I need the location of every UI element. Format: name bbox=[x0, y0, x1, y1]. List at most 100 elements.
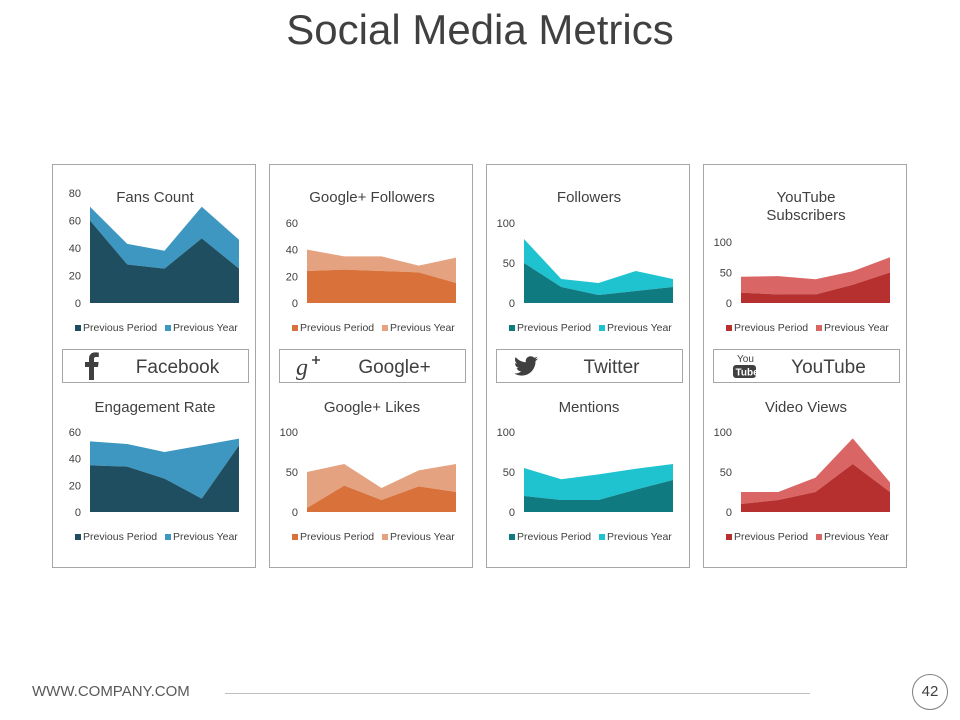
y-tick-label: 80 bbox=[69, 188, 81, 200]
svg-text:g: g bbox=[296, 355, 308, 381]
legend-label: Previous Year bbox=[607, 322, 672, 334]
googleplus-card: Google+ Followers 0 20 40 60 Previous Period P… bbox=[269, 164, 473, 568]
youtube-top-chart: YouTube Subscribers 0 50 100 Previous Period P… bbox=[714, 189, 890, 334]
youtube-bottom-chart: Video Views 0 50 100 Previous Period Previous… bbox=[714, 399, 890, 543]
y-tick-label: 20 bbox=[69, 480, 81, 492]
y-tick-label: 100 bbox=[714, 427, 732, 439]
chart-title: Followers bbox=[557, 189, 621, 206]
area-series-previous-period bbox=[524, 263, 673, 303]
twitter-label: Twitter bbox=[583, 357, 640, 378]
y-tick-label: 100 bbox=[280, 427, 298, 439]
legend-swatch bbox=[382, 325, 388, 331]
legend-swatch bbox=[599, 325, 605, 331]
y-tick-label: 0 bbox=[292, 507, 298, 519]
googleplus-label-box: g Google+ bbox=[279, 349, 466, 383]
legend-swatch bbox=[726, 534, 732, 540]
legend-label: Previous Period bbox=[83, 322, 157, 334]
googleplus-label: Google+ bbox=[358, 357, 431, 378]
legend-swatch bbox=[509, 325, 515, 331]
chart-title: Mentions bbox=[559, 399, 620, 416]
legend-label: Previous Year bbox=[390, 531, 455, 543]
area-series-previous-year bbox=[90, 438, 239, 499]
legend-label: Previous Period bbox=[300, 322, 374, 334]
legend-swatch bbox=[165, 325, 171, 331]
facebook-charts: Fans Count 0 20 40 60 80 Previous Period Previo… bbox=[69, 188, 239, 543]
area-series-previous-period bbox=[307, 269, 456, 303]
youtube-card: YouTube Subscribers 0 50 100 Previous Period P… bbox=[703, 164, 907, 568]
y-tick-label: 0 bbox=[509, 507, 515, 519]
y-tick-label: 20 bbox=[286, 271, 298, 283]
y-tick-label: 100 bbox=[497, 427, 515, 439]
googleplus-top-chart: Google+ Followers 0 20 40 60 Previous Period P… bbox=[286, 189, 456, 334]
chart-title: Google+ Likes bbox=[324, 399, 420, 416]
twitter-bottom-chart: Mentions 0 50 100 Previous Period Previous Ye… bbox=[497, 399, 673, 543]
twitter-icon bbox=[511, 351, 541, 381]
twitter-charts: Followers 0 50 100 Previous Period Previous Y… bbox=[497, 189, 673, 543]
chart-title: Video Views bbox=[765, 399, 847, 416]
chart-title: Engagement Rate bbox=[95, 399, 216, 416]
area-series-previous-year bbox=[307, 249, 456, 283]
area-series-previous-year bbox=[524, 464, 673, 500]
y-tick-label: 0 bbox=[726, 507, 732, 519]
area-series-previous-period bbox=[90, 445, 239, 512]
y-tick-label: 60 bbox=[69, 427, 81, 439]
legend-label: Previous Period bbox=[300, 531, 374, 543]
area-series-previous-year bbox=[90, 206, 239, 269]
legend-swatch bbox=[292, 534, 298, 540]
twitter-top-chart: Followers 0 50 100 Previous Period Previous Y… bbox=[497, 189, 673, 334]
legend-label: Previous Year bbox=[824, 322, 889, 334]
page-title: Social Media Metrics bbox=[286, 6, 674, 53]
y-tick-label: 50 bbox=[720, 268, 732, 280]
y-tick-label: 0 bbox=[292, 298, 298, 310]
legend-swatch bbox=[75, 325, 81, 331]
legend-label: Previous Period bbox=[83, 531, 157, 543]
legend-label: Previous Year bbox=[824, 531, 889, 543]
area-series-previous-year bbox=[741, 257, 890, 295]
area-series-previous-period bbox=[90, 220, 239, 303]
chart-title: YouTube Subscribers bbox=[766, 189, 845, 224]
chart-title-line: Subscribers bbox=[766, 207, 845, 224]
facebook-card: Fans Count 0 20 40 60 80 Previous Period Previo… bbox=[52, 164, 256, 568]
facebook-label-box: Facebook bbox=[62, 349, 249, 383]
y-tick-label: 0 bbox=[75, 507, 81, 519]
legend-label: Previous Period bbox=[734, 322, 808, 334]
y-tick-label: 100 bbox=[714, 237, 732, 249]
legend-swatch bbox=[509, 534, 515, 540]
twitter-card: Followers 0 50 100 Previous Period Previous Y… bbox=[486, 164, 690, 568]
footer-url[interactable]: WWW.COMPANY.COM bbox=[32, 683, 190, 700]
area-series-previous-period bbox=[741, 464, 890, 512]
legend-label: Previous Year bbox=[607, 531, 672, 543]
facebook-label: Facebook bbox=[135, 357, 220, 378]
legend-label: Previous Period bbox=[517, 531, 591, 543]
y-tick-label: 40 bbox=[69, 454, 81, 466]
youtube-label-box: You Tube You Tube bbox=[713, 349, 900, 383]
legend-label: Previous Year bbox=[390, 322, 455, 334]
svg-text:You: You bbox=[737, 354, 754, 365]
y-tick-label: 50 bbox=[720, 467, 732, 479]
page-number: 42 bbox=[912, 674, 948, 710]
y-tick-label: 100 bbox=[497, 218, 515, 230]
google-plus-icon: g bbox=[294, 351, 324, 381]
legend-label: Previous Period bbox=[517, 322, 591, 334]
legend-swatch bbox=[816, 325, 822, 331]
facebook-icon bbox=[77, 351, 107, 381]
chart-title: Fans Count bbox=[116, 189, 194, 206]
area-series-previous-period bbox=[307, 485, 456, 512]
legend-swatch bbox=[75, 534, 81, 540]
legend-swatch bbox=[165, 534, 171, 540]
area-series-previous-year bbox=[741, 438, 890, 504]
legend-swatch bbox=[726, 325, 732, 331]
area-series-previous-year bbox=[524, 239, 673, 295]
y-tick-label: 60 bbox=[286, 218, 298, 230]
svg-text:Tube: Tube bbox=[736, 368, 759, 379]
googleplus-bottom-chart: Google+ Likes 0 50 100 Previous Period Previo… bbox=[280, 399, 456, 543]
y-tick-label: 60 bbox=[69, 216, 81, 228]
footer-divider bbox=[225, 693, 810, 694]
legend-swatch bbox=[292, 325, 298, 331]
chart-title-line: YouTube bbox=[777, 189, 836, 206]
area-series-previous-period bbox=[741, 272, 890, 303]
youtube-icon: You Tube bbox=[728, 351, 758, 381]
legend-swatch bbox=[816, 534, 822, 540]
area-series-previous-year bbox=[307, 464, 456, 508]
